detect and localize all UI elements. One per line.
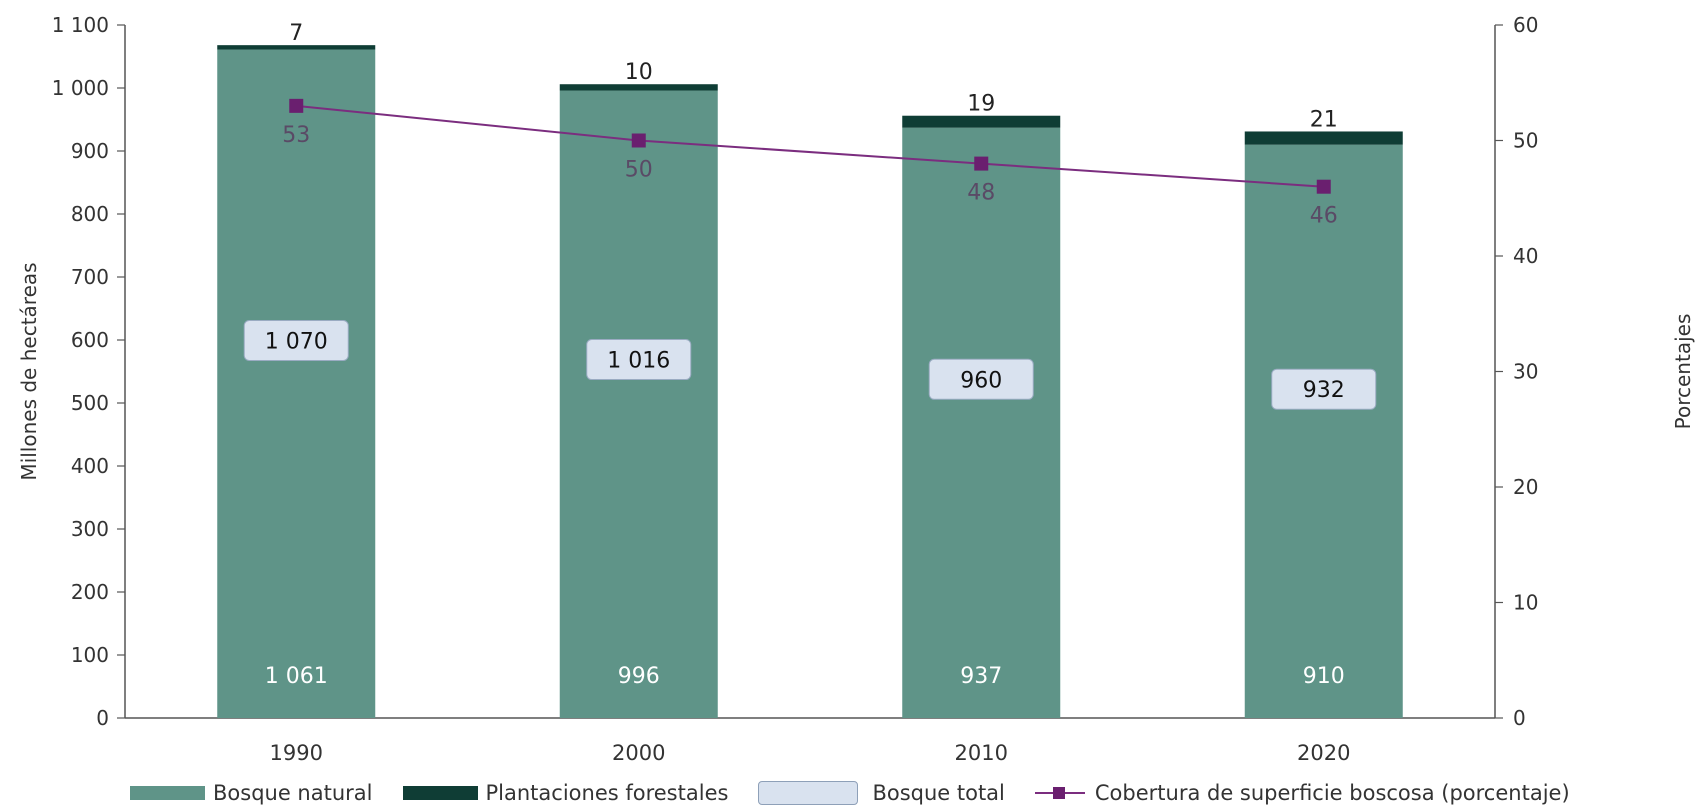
marker-cobertura (631, 133, 646, 148)
bar-bosque-natural (1244, 144, 1403, 718)
y-tick-label-right: 30 (1513, 360, 1538, 384)
legend-swatch-plantaciones (402, 786, 478, 800)
y-tick-label-left: 700 (71, 265, 109, 289)
data-label-bosque-total: 960 (960, 368, 1002, 393)
marker-cobertura (974, 156, 989, 171)
bar-bosque-natural (559, 90, 718, 718)
data-label-cobertura: 46 (1310, 204, 1338, 229)
data-box-bosque-total (928, 358, 1034, 400)
data-label-plantaciones: 21 (1310, 107, 1338, 132)
legend-swatch-bosque-total (758, 781, 859, 805)
legend-label-plantaciones: Plantaciones forestales (485, 781, 729, 805)
bar-plantaciones-forestales (559, 84, 718, 91)
legend-item-bosque-natural: Bosque natural (130, 781, 373, 805)
data-label-bosque-natural: 1 061 (265, 664, 328, 689)
marker-cobertura (1316, 179, 1331, 194)
data-label-plantaciones: 10 (625, 60, 653, 85)
data-label-plantaciones: 19 (967, 92, 995, 117)
marker-cobertura (289, 98, 304, 113)
y-tick-label-right: 60 (1513, 13, 1538, 37)
legend-label-bosque-natural: Bosque natural (213, 781, 373, 805)
y-tick-label-left: 1 100 (52, 13, 109, 37)
legend-label-bosque-total: Bosque total (872, 781, 1005, 805)
data-box-bosque-total (1271, 368, 1377, 410)
y-tick-label-right: 0 (1513, 706, 1526, 730)
data-label-cobertura: 53 (282, 123, 310, 148)
data-label-cobertura: 48 (967, 181, 995, 206)
data-box-bosque-total (586, 339, 692, 381)
data-label-bosque-total: 1 070 (265, 330, 328, 355)
y-axis-title-left: Millones de hectáreas (17, 262, 41, 480)
y-tick-label-right: 10 (1513, 591, 1538, 615)
line-cobertura (296, 104, 1324, 188)
data-label-bosque-natural: 910 (1303, 664, 1345, 689)
y-tick-label-left: 100 (71, 643, 109, 667)
data-label-bosque-total: 932 (1303, 378, 1345, 403)
y-tick-label-right: 50 (1513, 129, 1538, 153)
y-tick-label-left: 800 (71, 202, 109, 226)
legend-item-plantaciones: Plantaciones forestales (402, 781, 729, 805)
x-tick-label: 2000 (612, 741, 665, 765)
y-tick-label-left: 0 (96, 706, 109, 730)
data-label-bosque-total: 1 016 (607, 349, 670, 374)
x-tick-label: 2020 (1297, 741, 1350, 765)
y-tick-label-left: 300 (71, 517, 109, 541)
y-tick-label-left: 200 (71, 580, 109, 604)
y-tick-label-left: 500 (71, 391, 109, 415)
y-tick-label-left: 900 (71, 139, 109, 163)
legend-item-cobertura: Cobertura de superficie boscosa (porcent… (1034, 781, 1570, 805)
x-tick-label: 1990 (270, 741, 323, 765)
y-tick-label-right: 20 (1513, 475, 1538, 499)
y-tick-label-left: 600 (71, 328, 109, 352)
bar-plantaciones-forestales (217, 45, 376, 50)
legend-swatch-bosque-natural (130, 786, 205, 800)
data-label-plantaciones: 7 (289, 21, 303, 46)
bar-plantaciones-forestales (902, 115, 1061, 128)
data-box-bosque-total (243, 320, 349, 362)
chart-legend: Bosque natural Plantaciones forestales B… (130, 780, 1600, 806)
legend-label-cobertura: Cobertura de superficie boscosa (porcent… (1094, 781, 1570, 805)
bar-bosque-natural (217, 49, 376, 718)
y-tick-label-right: 40 (1513, 244, 1538, 268)
bar-plantaciones-forestales (1244, 131, 1403, 145)
data-label-bosque-natural: 937 (960, 664, 1002, 689)
x-tick-label: 2010 (955, 741, 1008, 765)
bar-bosque-natural (902, 127, 1061, 718)
y-tick-label-left: 1 000 (52, 76, 109, 100)
legend-item-bosque-total: Bosque total (758, 781, 1005, 805)
data-label-cobertura: 50 (625, 158, 653, 183)
y-axis-title-right: Porcentajes (1671, 314, 1695, 430)
y-tick-label-left: 400 (71, 454, 109, 478)
legend-swatch-cobertura (1034, 786, 1085, 800)
data-label-bosque-natural: 996 (618, 664, 660, 689)
